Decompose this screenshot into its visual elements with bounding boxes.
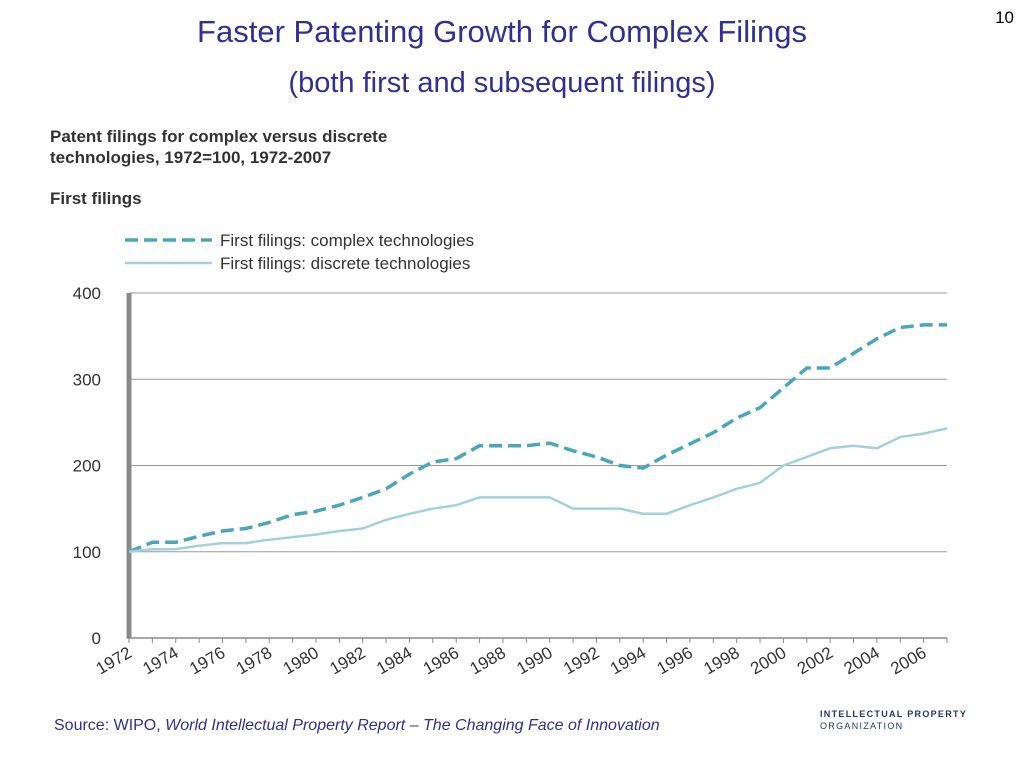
page-number: 10	[995, 8, 1014, 27]
figure-title-line2: technologies, 1972=100, 1972-2007	[50, 148, 332, 167]
source-title: World Intellectual Property Report – The…	[165, 717, 660, 734]
slide-subtitle: (both first and subsequent filings)	[288, 67, 716, 99]
x-tick-label: 2002	[794, 643, 836, 678]
slide-title: Faster Patenting Growth for Complex Fili…	[197, 14, 807, 49]
x-tick-label: 1990	[513, 643, 555, 678]
x-tick-label: 2006	[887, 643, 929, 678]
y-tick-label: 400	[73, 284, 101, 303]
y-tick-label: 300	[73, 370, 101, 389]
x-tick-label: 1978	[233, 643, 275, 678]
x-tick-label: 2000	[747, 643, 789, 678]
x-tick-label: 1988	[467, 643, 509, 678]
x-tick-label: 1980	[280, 643, 322, 678]
y-tick-label: 0	[92, 629, 101, 648]
series-line-complex	[128, 323, 947, 554]
legend-label: First filings: complex technologies	[220, 231, 474, 250]
x-tick-label: 1972	[93, 643, 135, 678]
x-tick-label: 1994	[607, 643, 649, 678]
x-tick-label: 1992	[560, 643, 602, 678]
logo-line1: INTELLECTUAL PROPERTY	[820, 709, 968, 719]
figure-subtitle: First filings	[50, 189, 142, 208]
x-tick-label: 1974	[139, 643, 181, 678]
x-tick-label: 1986	[420, 643, 462, 678]
figure-title-line1: Patent filings for complex versus discre…	[50, 127, 388, 146]
logo-line2: ORGANIZATION	[820, 721, 904, 731]
x-tick-label: 1996	[654, 643, 696, 678]
x-tick-label: 1998	[700, 643, 742, 678]
x-tick-label: 1984	[373, 643, 415, 678]
x-tick-label: 1982	[326, 643, 368, 678]
legend-label: First filings: discrete technologies	[220, 254, 470, 273]
figure-title: Patent filings for complex versus discre…	[50, 126, 387, 168]
x-tick-label: 1976	[186, 643, 228, 678]
series-line-discrete	[128, 427, 948, 554]
source-citation: Source: WIPO, World Intellectual Propert…	[54, 717, 660, 735]
y-tick-label: 200	[73, 457, 101, 476]
source-prefix: Source: WIPO,	[54, 717, 166, 734]
x-tick-label: 2004	[841, 643, 883, 678]
organization-logo: INTELLECTUAL PROPERTY ORGANIZATION	[820, 708, 967, 732]
y-tick-label: 100	[73, 543, 101, 562]
